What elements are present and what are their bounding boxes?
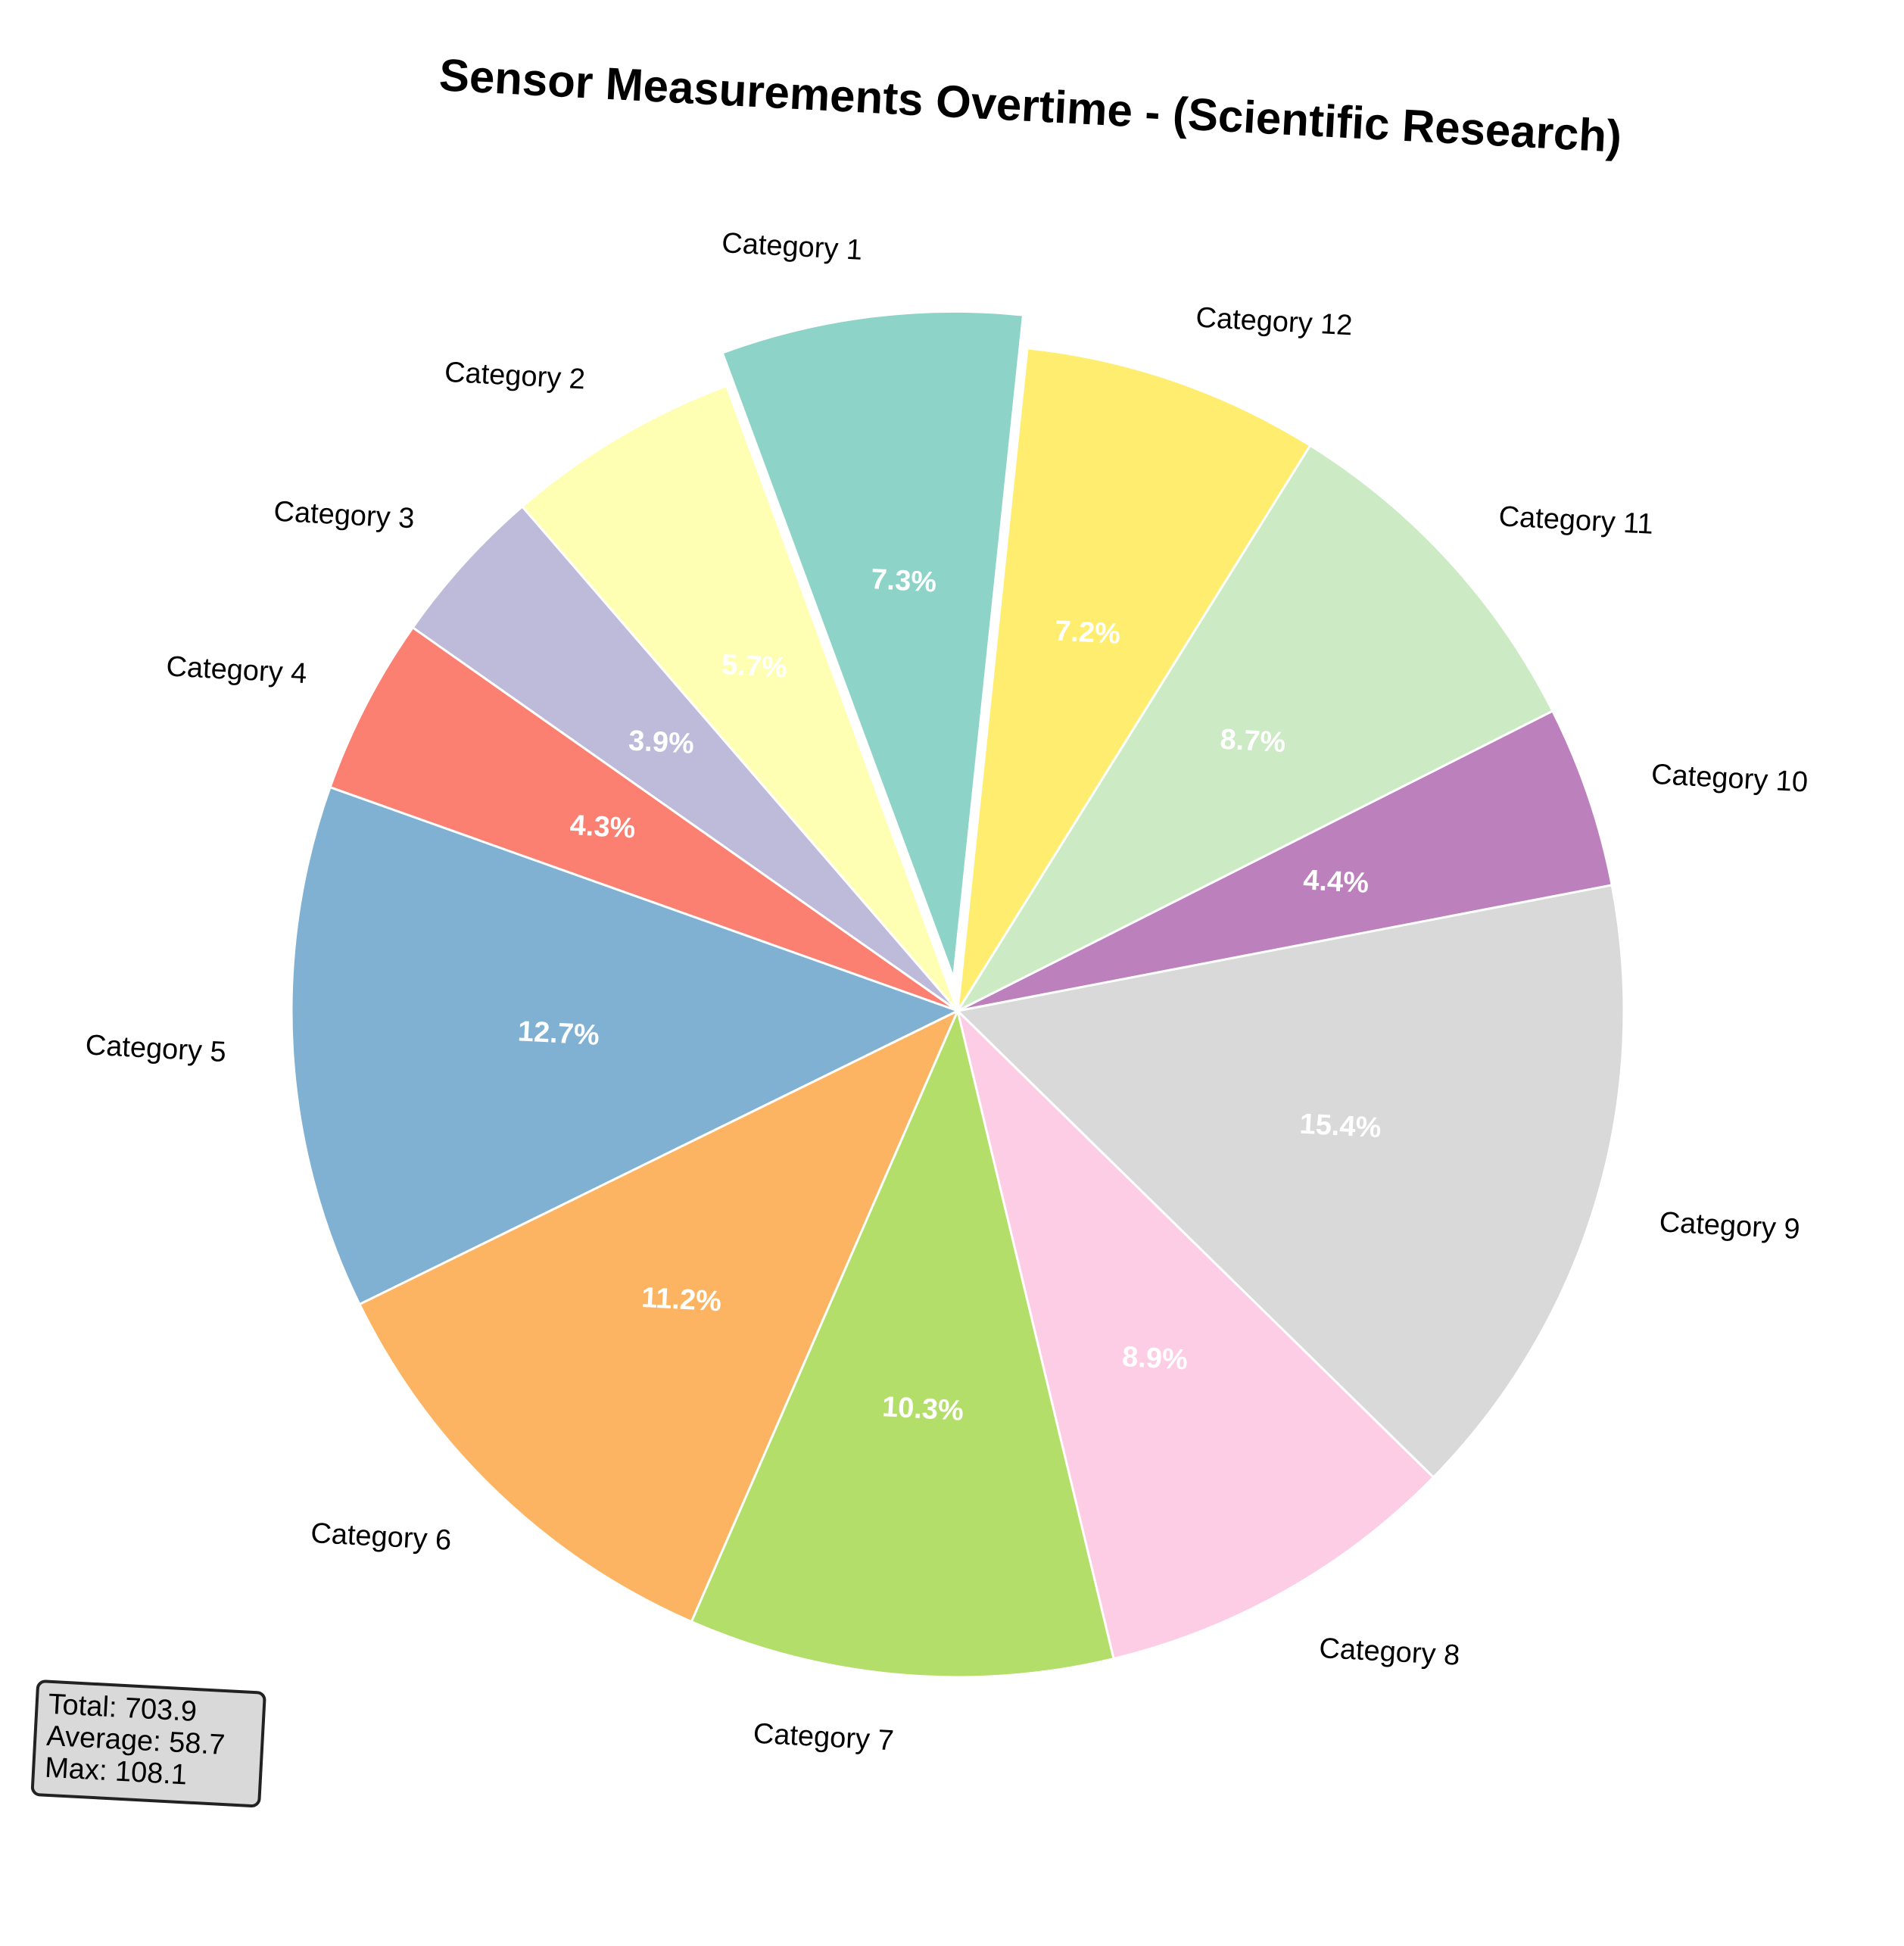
category-label-6: Category 6: [310, 1517, 452, 1557]
percent-label-6: 11.2%: [640, 1282, 722, 1318]
pie-slice-1: [721, 310, 1025, 978]
category-label-11: Category 11: [1498, 501, 1654, 541]
category-label-9: Category 9: [1659, 1206, 1801, 1246]
percent-label-9: 15.4%: [1299, 1109, 1382, 1145]
category-label-7: Category 7: [753, 1718, 895, 1757]
pie-slice-6: [357, 1008, 961, 1623]
pie-slice-2: [520, 384, 959, 1012]
category-label-1: Category 1: [721, 227, 863, 267]
stats-max: Max: 108.1: [44, 1752, 188, 1792]
category-label-2: Category 2: [444, 357, 586, 396]
percent-label-1: 7.3%: [870, 563, 937, 598]
stats-box-background: [30, 1679, 266, 1808]
stats-box: Total: 703.9 Average: 58.7 Max: 108.1: [30, 1679, 266, 1808]
pie-slice-11: [954, 444, 1554, 1014]
category-label-5: Category 5: [85, 1029, 227, 1068]
category-label-3: Category 3: [273, 496, 416, 535]
pie-slice-3: [411, 504, 959, 1012]
percent-label-2: 5.7%: [721, 649, 788, 684]
percent-label-10: 4.4%: [1302, 864, 1370, 899]
pie-slice-9: [955, 884, 1625, 1480]
pie-slice-8: [955, 1007, 1435, 1661]
stats-total: Total: 703.9: [48, 1689, 198, 1728]
category-label-12: Category 12: [1195, 302, 1354, 342]
pie-slice-12: [956, 347, 1312, 1012]
percent-label-4: 4.3%: [569, 809, 637, 844]
pie-slice-7: [690, 1007, 1115, 1679]
category-label-8: Category 8: [1318, 1633, 1460, 1672]
percent-label-7: 10.3%: [881, 1391, 964, 1427]
category-label-10: Category 10: [1650, 759, 1809, 799]
pie-slices: [290, 310, 1625, 1679]
category-labels: Category 1 Category 2 Category 3 Category 4…: [85, 227, 1809, 1757]
percent-label-11: 8.7%: [1220, 724, 1287, 759]
percent-labels: 7.3% 5.7% 3.9% 4.3% 12.7% 11.2% 10.3% 8.9% 15.4%…: [517, 563, 1382, 1427]
percent-label-8: 8.9%: [1121, 1341, 1189, 1376]
percent-label-12: 7.2%: [1054, 615, 1121, 650]
pie-slice-10: [957, 709, 1613, 1012]
percent-label-5: 12.7%: [517, 1015, 600, 1052]
chart-title: Sensor Measurements Overtime - (Scientif…: [438, 49, 1622, 162]
category-label-4: Category 4: [166, 650, 308, 690]
pie-slice-5: [290, 785, 961, 1306]
pie-slice-4: [329, 625, 958, 1012]
percent-label-3: 3.9%: [628, 725, 695, 759]
